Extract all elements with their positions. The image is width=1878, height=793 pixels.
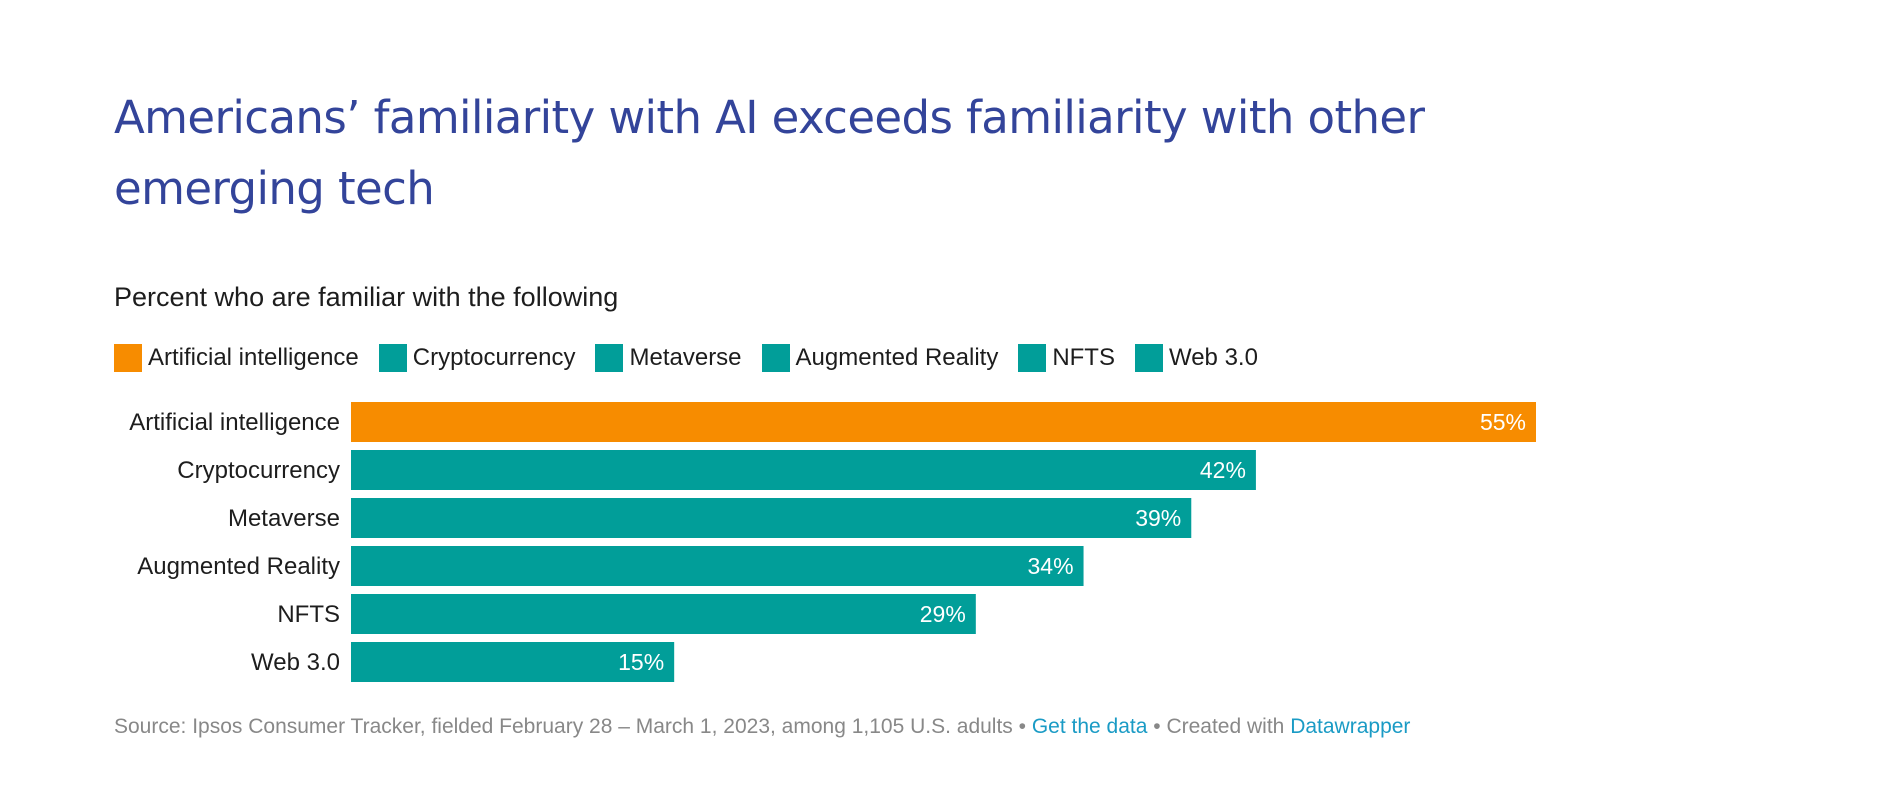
legend-item: Augmented Reality bbox=[761, 344, 999, 372]
legend-swatch bbox=[114, 344, 142, 372]
bar bbox=[351, 642, 675, 682]
chart-legend: Artificial intelligence Cryptocurrency Met… bbox=[114, 344, 1278, 372]
chart-title: Americans’ familiarity with AI exceeds f… bbox=[114, 91, 1425, 215]
bar bbox=[351, 546, 1084, 586]
legend-swatch bbox=[378, 344, 407, 372]
legend-label: Web 3.0 bbox=[1168, 344, 1258, 371]
category-label: Cryptocurrency bbox=[177, 457, 340, 484]
category-label: Augmented Reality bbox=[137, 553, 340, 580]
value-label: 34% bbox=[1027, 553, 1073, 579]
legend-item: Artificial intelligence bbox=[114, 344, 359, 372]
legend-label: Metaverse bbox=[629, 344, 742, 371]
bar-chart-svg: Artificial intelligence 55% Cryptocurrency… bbox=[129, 402, 1536, 682]
legend-item: Cryptocurrency bbox=[378, 344, 576, 372]
footer-separator: • bbox=[1012, 715, 1032, 738]
value-label: 42% bbox=[1200, 457, 1246, 483]
datawrapper-link[interactable]: Datawrapper bbox=[1290, 715, 1411, 738]
get-the-data-link[interactable]: Get the data bbox=[1031, 715, 1148, 738]
category-label: Metaverse bbox=[228, 505, 340, 532]
bar bbox=[351, 402, 1536, 442]
footer-created-with: • Created with bbox=[1147, 715, 1291, 738]
category-label: Artificial intelligence bbox=[129, 409, 340, 436]
legend-swatch bbox=[761, 344, 790, 372]
legend-item: NFTS bbox=[1018, 344, 1115, 372]
legend-label: Augmented Reality bbox=[795, 344, 999, 371]
chart-container: Americans’ familiarity with AI exceeds f… bbox=[114, 82, 1614, 682]
legend-swatch bbox=[1134, 344, 1163, 372]
bar bbox=[351, 450, 1256, 490]
legend-swatch bbox=[595, 344, 624, 372]
chart-footer: Source: Ipsos Consumer Tracker, fielded … bbox=[114, 715, 1410, 739]
value-label: 29% bbox=[920, 601, 966, 627]
legend-label: NFTS bbox=[1052, 344, 1115, 371]
bar bbox=[351, 594, 976, 634]
legend-label: Cryptocurrency bbox=[412, 344, 576, 371]
legend-label: Artificial intelligence bbox=[148, 344, 359, 371]
chart-subtitle: Percent who are familiar with the follow… bbox=[114, 282, 619, 312]
value-label: 15% bbox=[618, 649, 664, 675]
source-note: Source: Ipsos Consumer Tracker, fielded … bbox=[114, 715, 1013, 738]
legend-item: Web 3.0 bbox=[1134, 344, 1258, 372]
legend-swatch bbox=[1018, 344, 1047, 372]
legend-item: Metaverse bbox=[595, 344, 742, 372]
category-label: NFTS bbox=[277, 601, 340, 628]
value-label: 39% bbox=[1135, 505, 1181, 531]
category-label: Web 3.0 bbox=[251, 649, 340, 676]
value-label: 55% bbox=[1480, 409, 1526, 435]
bar bbox=[351, 498, 1192, 538]
